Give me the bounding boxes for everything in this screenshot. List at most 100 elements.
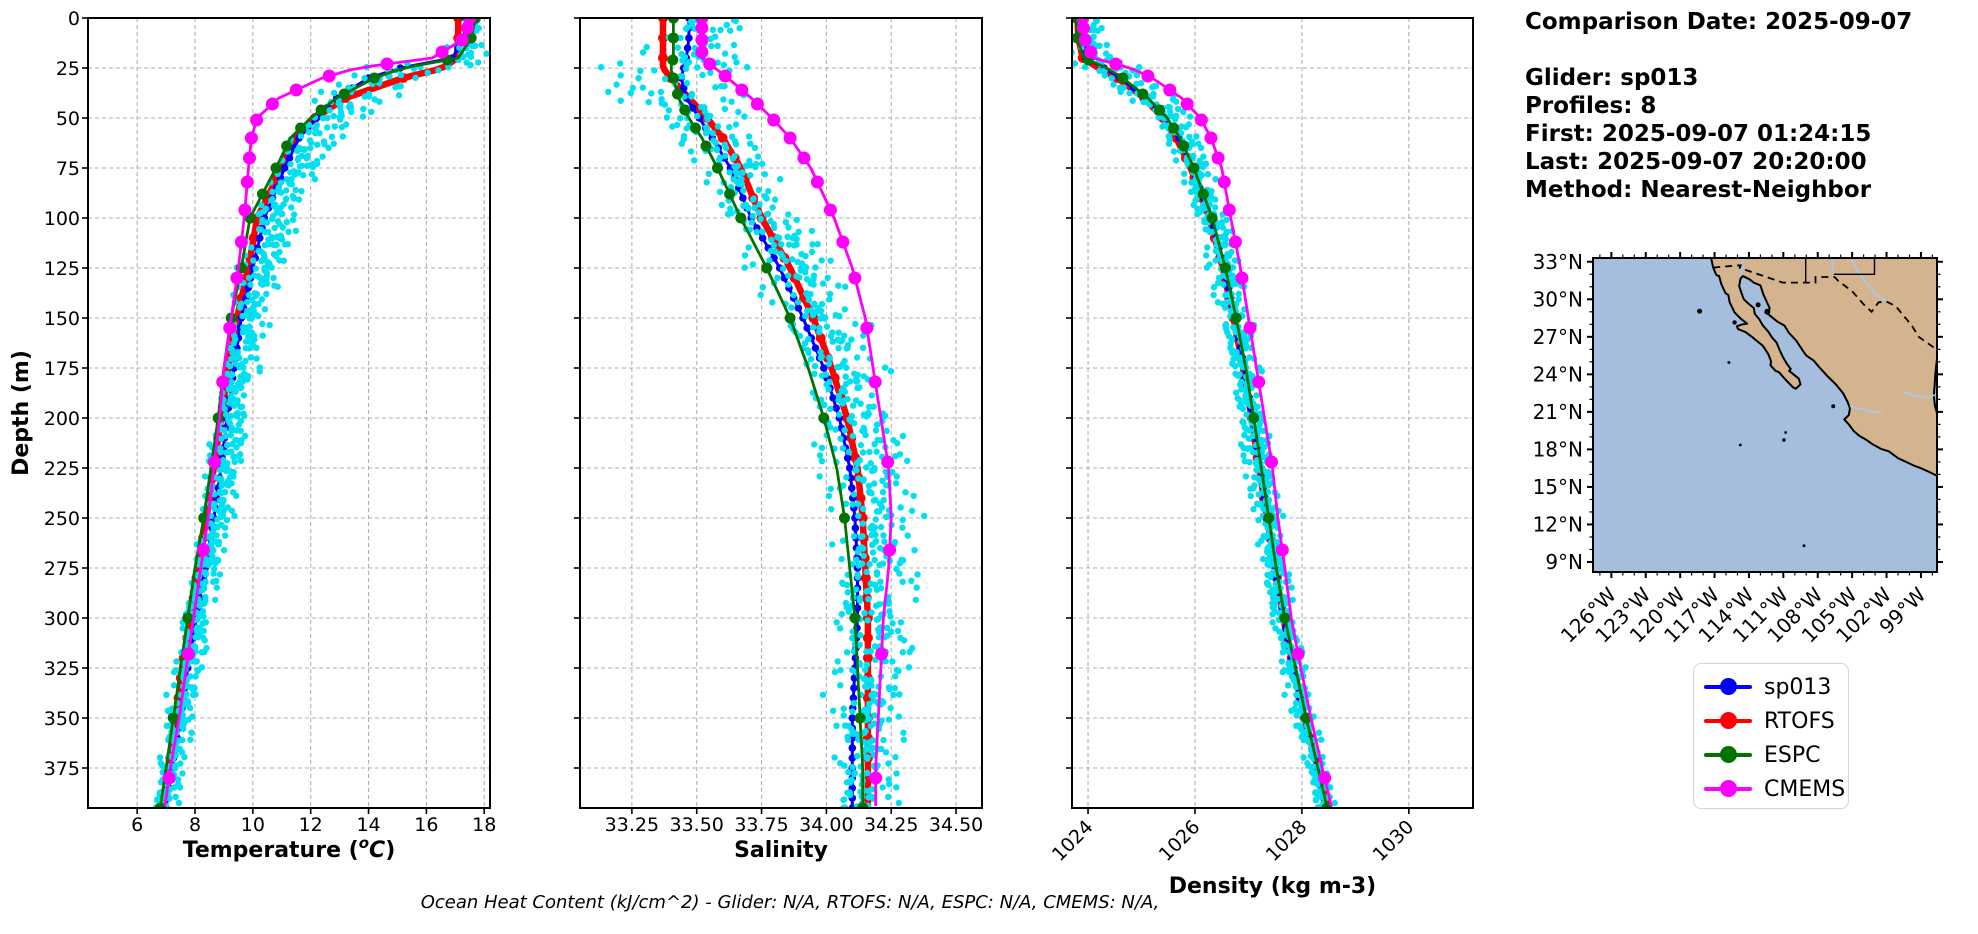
density-ticks: [1066, 17, 1410, 814]
ohc-caption: Ocean Heat Content (kJ/cm^2) - Glider: N…: [420, 892, 1160, 913]
glider-name: Glider: sp013: [1525, 65, 1699, 91]
depth-tick-label: 250: [44, 508, 80, 530]
temperature-xtick-label: 14: [356, 814, 380, 836]
sp013-profile-line: [1076, 18, 1330, 808]
legend-item-sp013: sp013: [1704, 670, 1848, 704]
temperature-axes-frame: [87, 17, 491, 809]
salinity-xtick-label: 34.25: [864, 814, 918, 836]
density-axis-label: Density (kg m-3): [1169, 874, 1377, 899]
glider-raw-scatter: [1072, 18, 1339, 808]
depth-tick-label: 75: [56, 158, 80, 180]
depth-tick-label: 350: [44, 708, 80, 730]
map-state-borders: [1805, 258, 1876, 283]
legend-box: sp013 RTOFS ESPC CMEMS: [1693, 663, 1849, 809]
legend-label: CMEMS: [1764, 776, 1846, 802]
map-lat-label: 12°N: [1533, 512, 1583, 536]
salinity-xtick-label: 34.50: [929, 814, 983, 836]
last-profile-time: Last: 2025-09-07 20:20:00: [1525, 149, 1867, 175]
salinity-xtick-label: 33.75: [734, 814, 788, 836]
depth-tick-label: 100: [44, 208, 80, 230]
legend-item-cmems: CMEMS: [1704, 772, 1848, 806]
info-block: Comparison Date: 2025-09-07 Glider: sp01…: [1525, 8, 1975, 204]
depth-tick-label: 50: [56, 108, 80, 130]
map-lat-label: 33°N: [1533, 250, 1583, 274]
salinity-xtick-label: 33.25: [605, 814, 659, 836]
temperature-axis-label: Temperature (oC): [183, 834, 396, 863]
density-grid: [1072, 17, 1473, 808]
legend-line-marker-icon: [1704, 712, 1752, 730]
cmems-markers: [695, 18, 897, 785]
salinity-ticks: [574, 17, 957, 814]
map-ticks: [1587, 252, 1943, 578]
cmems-profile-line: [695, 18, 897, 806]
first-profile-time: First: 2025-09-07 01:24:15: [1525, 121, 1872, 147]
legend-label: ESPC: [1764, 742, 1821, 768]
map-frame: [1592, 257, 1938, 573]
rtofs-profile-line: [1072, 18, 1331, 807]
temperature-ticks: [82, 17, 486, 814]
depth-tick-label: 375: [44, 758, 80, 780]
salinity-plot-area: [597, 18, 928, 808]
map-islands: [1697, 302, 1836, 548]
cmems-profile-line: [162, 18, 477, 807]
density-plot-area: [1072, 18, 1339, 808]
temperature-xtick-label: 18: [472, 814, 496, 836]
legend-line-marker-icon: [1704, 780, 1752, 798]
rtofs-markers: [1072, 18, 1331, 803]
sp013-markers: [1076, 18, 1330, 808]
depth-tick-labels: 0 25 50 75 100 125 150 175 200 225 250 275 300 325 350…: [44, 8, 80, 780]
depth-tick-label: 325: [44, 658, 80, 680]
depth-tick-label: 275: [44, 558, 80, 580]
depth-tick-label: 300: [44, 608, 80, 630]
density-xtick-label: 1028: [1262, 816, 1312, 866]
temperature-plot-area: [152, 18, 490, 808]
map-international-border: [1713, 264, 1937, 351]
map-lat-label: 24°N: [1533, 362, 1583, 386]
cmems-markers: [1076, 18, 1332, 785]
map-lat-label: 27°N: [1533, 325, 1583, 349]
method: Method: Nearest-Neighbor: [1525, 177, 1872, 203]
temperature-panel: 6 8 10 12 14 16 18 Temperature (oC): [82, 17, 496, 863]
legend-line-marker-icon: [1704, 746, 1752, 764]
depth-axis-label: Depth (m): [9, 350, 34, 476]
temperature-xtick-label: 8: [189, 814, 201, 836]
depth-tick-label: 0: [68, 8, 80, 30]
espc-profile-line: [1072, 18, 1333, 808]
espc-markers: [1072, 18, 1333, 808]
temperature-grid: [88, 17, 490, 808]
depth-tick-label: 25: [56, 58, 80, 80]
salinity-grid: [580, 17, 982, 808]
density-xtick-labels: 1024 1026 1028 1030: [1048, 816, 1419, 866]
map-lat-label: 9°N: [1545, 550, 1583, 574]
espc-markers: [667, 18, 869, 808]
glider-raw-scatter: [597, 18, 928, 808]
temperature-xtick-label: 10: [241, 814, 265, 836]
location-map: 33°N30°N27°N24°N21°N18°N15°N12°N9°N126°W…: [1533, 250, 1943, 648]
legend-line-marker-icon: [1704, 678, 1752, 696]
map-rivers: [1739, 258, 1936, 414]
comparison-date: Comparison Date: 2025-09-07: [1525, 9, 1913, 35]
map-land-coastline: [1710, 258, 1937, 477]
legend-label: sp013: [1764, 674, 1832, 700]
salinity-xtick-labels: 33.25 33.50 33.75 34.00 34.25 34.50: [605, 814, 984, 836]
map-lat-label: 15°N: [1533, 475, 1583, 499]
info-gap: [1525, 36, 1975, 64]
density-panel: 1024 1026 1028 1030 Density (kg m-3): [1048, 17, 1474, 899]
map-lat-label: 30°N: [1533, 287, 1583, 311]
temperature-xtick-labels: 6 8 10 12 14 16 18: [131, 814, 496, 836]
cmems-profile-line: [1076, 18, 1333, 807]
depth-tick-label: 150: [44, 308, 80, 330]
temperature-xtick-label: 12: [299, 814, 323, 836]
depth-tick-label: 125: [44, 258, 80, 280]
salinity-axis-label: Salinity: [734, 838, 828, 863]
glider-raw-scatter: [152, 18, 490, 808]
depth-tick-label: 175: [44, 358, 80, 380]
legend-item-rtofs: RTOFS: [1704, 704, 1848, 738]
profiles-count: Profiles: 8: [1525, 93, 1657, 119]
density-axes-frame: [1071, 17, 1474, 809]
density-xtick-label: 1026: [1155, 816, 1205, 866]
depth-tick-label: 200: [44, 408, 80, 430]
espc-profile-line: [667, 18, 869, 808]
